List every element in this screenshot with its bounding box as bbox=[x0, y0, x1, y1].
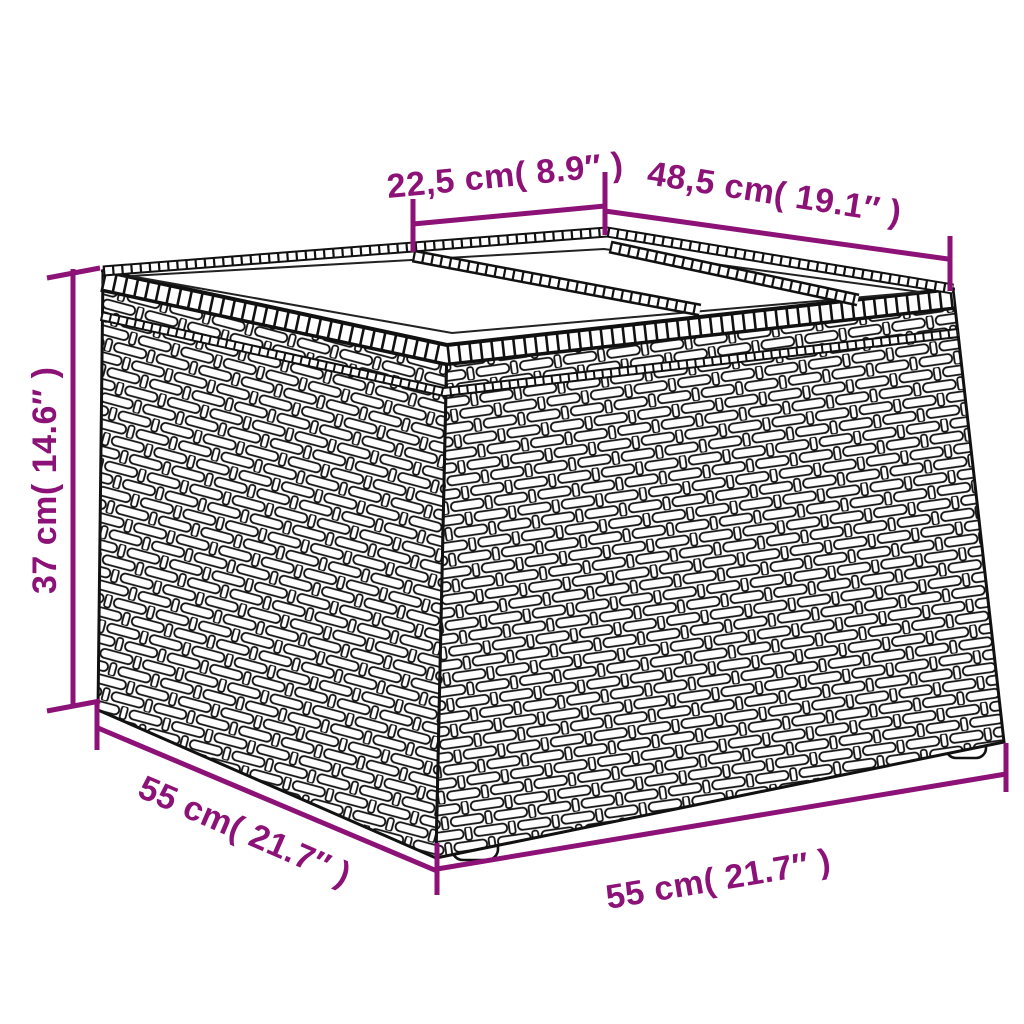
dimension-label-height: 37 cm( 14.6″ ) bbox=[26, 367, 64, 594]
table-rim-front bbox=[100, 266, 955, 366]
dimension-top-large bbox=[604, 208, 953, 291]
dimension-height bbox=[46, 265, 101, 714]
table-rim-secondary bbox=[99, 311, 959, 397]
glass-divider-left bbox=[411, 249, 702, 317]
dimension-top-small bbox=[410, 172, 608, 252]
dimension-label-width: 55 cm( 21.7″ ) bbox=[603, 842, 834, 917]
table-right-face bbox=[434, 287, 1006, 860]
table-illustration bbox=[96, 226, 1006, 862]
dimension-label-top-small: 22,5 cm( 8.9″ ) bbox=[385, 145, 625, 206]
dimension-width bbox=[436, 743, 1009, 872]
glass-divider-right bbox=[608, 240, 860, 307]
